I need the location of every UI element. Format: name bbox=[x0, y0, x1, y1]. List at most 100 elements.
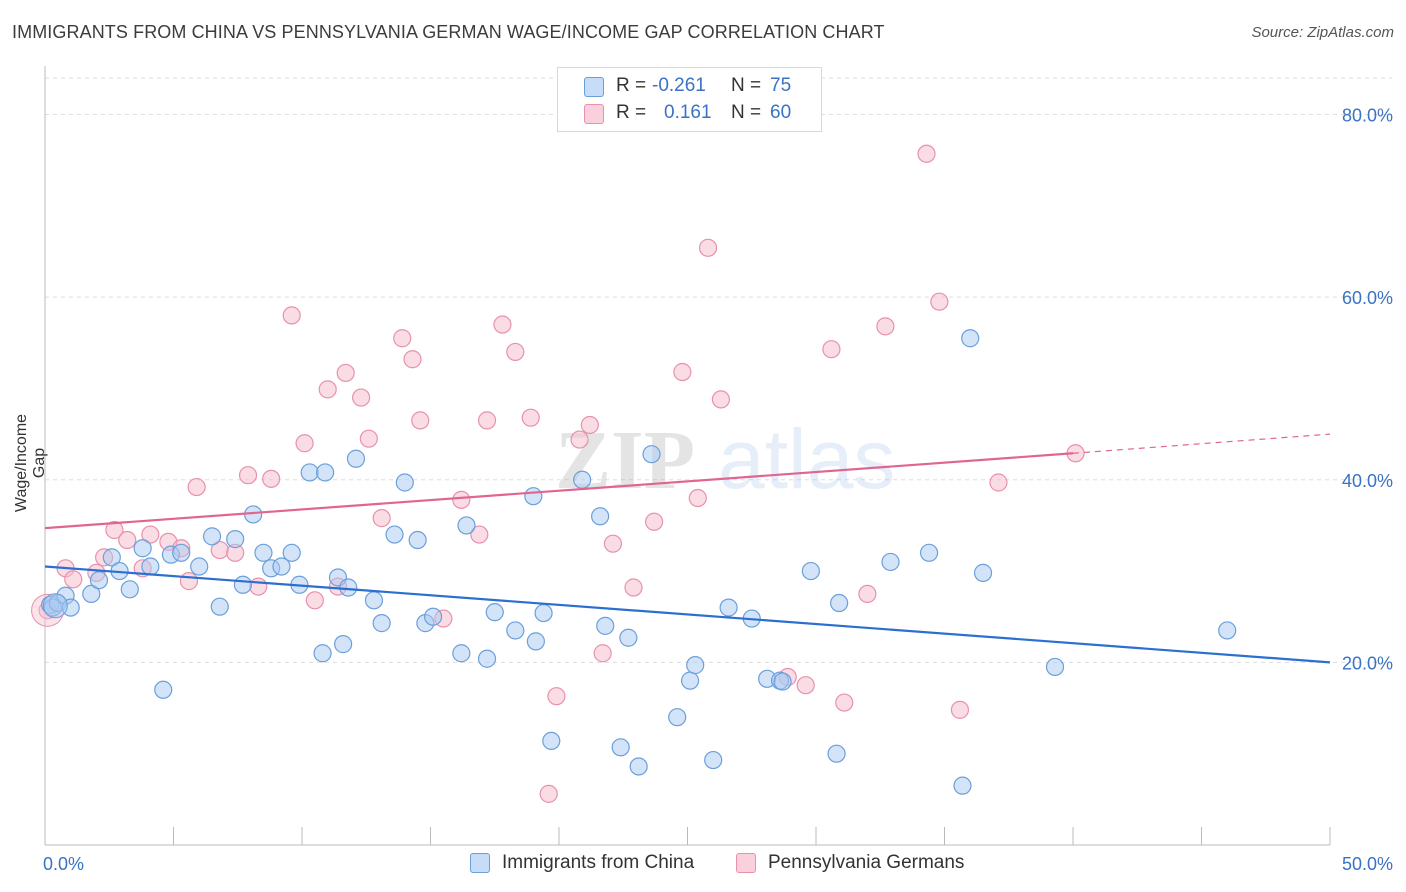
data-point-pennsylvania-germans bbox=[835, 693, 854, 712]
data-point-pennsylvania-germans bbox=[539, 784, 558, 803]
y-axis-label: Wage/Income Gap bbox=[13, 413, 48, 513]
trend-line-pg bbox=[44, 452, 1074, 530]
data-point-immigrants-from-china bbox=[801, 561, 820, 581]
chart-title: IMMIGRANTS FROM CHINA VS PENNSYLVANIA GE… bbox=[12, 22, 885, 42]
data-point-immigrants-from-china bbox=[233, 575, 252, 594]
data-point-immigrants-from-china bbox=[619, 628, 638, 647]
data-point-immigrants-from-china bbox=[120, 580, 139, 599]
data-point-immigrants-from-china bbox=[1045, 657, 1065, 677]
data-point-immigrants-from-china bbox=[642, 445, 661, 464]
data-point-immigrants-from-china bbox=[282, 543, 301, 562]
data-point-pennsylvania-germans bbox=[950, 700, 970, 719]
data-point-immigrants-from-china bbox=[272, 557, 291, 576]
tick-labels: 20.0% 40.0% 60.0% 80.0% 0.0% 50.0% bbox=[43, 106, 1393, 874]
data-point-immigrants-from-china bbox=[346, 449, 366, 468]
data-point-immigrants-from-china bbox=[526, 632, 545, 651]
data-point-pennsylvania-germans bbox=[580, 415, 599, 435]
data-point-pennsylvania-germans bbox=[570, 430, 589, 449]
data-point-pennsylvania-germans bbox=[688, 488, 707, 508]
data-point-immigrants-from-china bbox=[591, 507, 610, 526]
data-point-pennsylvania-germans bbox=[917, 144, 936, 163]
data-point-pennsylvania-germans bbox=[318, 380, 337, 399]
data-point-immigrants-from-china bbox=[542, 731, 561, 751]
y-tick-label: 20.0% bbox=[1342, 653, 1393, 673]
data-point-immigrants-from-china bbox=[953, 776, 972, 795]
data-point-immigrants-from-china bbox=[573, 470, 592, 489]
data-point-pennsylvania-germans bbox=[411, 411, 430, 430]
trend-lines bbox=[44, 433, 1331, 664]
data-point-immigrants-from-china bbox=[919, 543, 939, 562]
data-point-immigrants-from-china bbox=[686, 656, 705, 675]
data-point-immigrants-from-china bbox=[254, 543, 273, 562]
bottom-legend-label-china: Immigrants from China bbox=[502, 852, 695, 873]
legend-n-label: N = bbox=[731, 102, 762, 123]
data-point-pennsylvania-germans bbox=[262, 469, 281, 488]
bottom-legend-swatch-china bbox=[470, 853, 490, 873]
data-point-immigrants-from-china bbox=[202, 527, 222, 546]
data-point-pennsylvania-germans bbox=[822, 340, 841, 359]
data-point-immigrants-from-china bbox=[226, 530, 245, 549]
gridlines bbox=[45, 77, 1392, 663]
watermark: ZIP atlas bbox=[555, 412, 895, 507]
x-tick-label: 0.0% bbox=[43, 854, 84, 874]
data-point-immigrants-from-china bbox=[172, 543, 191, 562]
data-point-pennsylvania-germans bbox=[141, 525, 160, 544]
data-point-immigrants-from-china bbox=[704, 750, 723, 770]
bottom-legend-swatch-pg bbox=[736, 853, 756, 873]
data-point-pennsylvania-germans bbox=[521, 408, 540, 427]
data-point-pennsylvania-germans bbox=[876, 317, 895, 336]
data-point-immigrants-from-china bbox=[629, 757, 648, 776]
data-point-pennsylvania-germans bbox=[603, 534, 623, 553]
watermark-atlas: atlas bbox=[718, 412, 895, 506]
data-point-pennsylvania-germans bbox=[336, 363, 355, 383]
chart-source: Source: ZipAtlas.com bbox=[1251, 24, 1394, 41]
legend: R = -0.261 N = 75 R = 0.161 N = 60 bbox=[557, 67, 822, 132]
data-point-immigrants-from-china bbox=[316, 463, 335, 482]
data-point-immigrants-from-china bbox=[719, 598, 738, 617]
data-point-pennsylvania-germans bbox=[593, 644, 612, 663]
data-point-pennsylvania-germans bbox=[352, 388, 371, 407]
data-point-immigrants-from-china bbox=[395, 473, 414, 492]
legend-r-value: 0.161 bbox=[664, 102, 712, 123]
legend-swatch-china bbox=[584, 77, 604, 97]
data-point-pennsylvania-germans bbox=[989, 473, 1008, 492]
legend-r-value: -0.261 bbox=[652, 75, 706, 96]
series-immigrants-from-china bbox=[41, 329, 1237, 795]
legend-n-value: 60 bbox=[770, 102, 792, 123]
data-point-immigrants-from-china bbox=[210, 597, 229, 616]
trend-line-china bbox=[44, 565, 1331, 664]
data-point-pennsylvania-germans bbox=[452, 490, 471, 509]
data-point-immigrants-from-china bbox=[881, 552, 900, 572]
data-point-pennsylvania-germans bbox=[796, 676, 815, 695]
legend-n-label: N = bbox=[731, 75, 762, 96]
data-point-pennsylvania-germans bbox=[547, 687, 566, 706]
data-point-pennsylvania-germans bbox=[305, 591, 324, 610]
data-point-pennsylvania-germans bbox=[930, 292, 949, 311]
data-point-pennsylvania-germans bbox=[118, 530, 137, 550]
data-point-immigrants-from-china bbox=[300, 463, 319, 482]
legend-r-label: R = bbox=[616, 102, 647, 123]
data-point-immigrants-from-china bbox=[485, 603, 504, 622]
watermark-zip: ZIP bbox=[555, 414, 695, 507]
data-point-pennsylvania-germans bbox=[506, 342, 525, 362]
data-point-pennsylvania-germans bbox=[64, 570, 83, 589]
data-point-immigrants-from-china bbox=[596, 616, 615, 635]
data-point-immigrants-from-china bbox=[668, 708, 687, 727]
trend-line-pg-extension bbox=[1072, 433, 1331, 454]
data-point-immigrants-from-china bbox=[408, 530, 427, 550]
data-point-immigrants-from-china bbox=[82, 584, 101, 603]
data-point-immigrants-from-china bbox=[457, 516, 476, 535]
data-point-immigrants-from-china bbox=[339, 578, 358, 597]
data-point-immigrants-from-china bbox=[534, 603, 553, 623]
data-point-immigrants-from-china bbox=[423, 607, 443, 626]
data-point-immigrants-from-china bbox=[830, 593, 849, 613]
data-point-pennsylvania-germans bbox=[403, 350, 422, 369]
y-tick-label: 60.0% bbox=[1342, 288, 1393, 308]
data-point-immigrants-from-china bbox=[102, 548, 121, 567]
data-point-pennsylvania-germans bbox=[493, 315, 512, 334]
data-point-immigrants-from-china bbox=[524, 487, 543, 506]
data-point-pennsylvania-germans bbox=[644, 512, 664, 531]
data-point-immigrants-from-china bbox=[1218, 621, 1237, 640]
data-point-immigrants-from-china bbox=[364, 591, 384, 610]
